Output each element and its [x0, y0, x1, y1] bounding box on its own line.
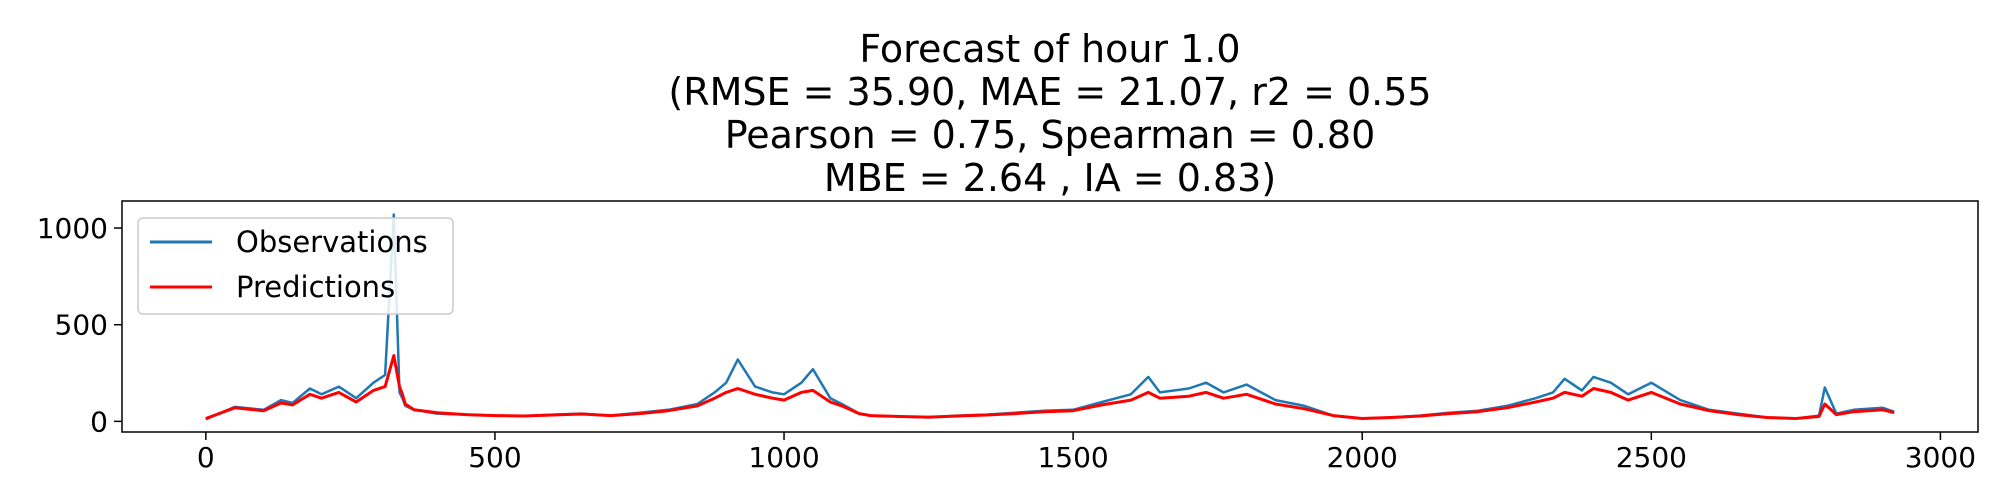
x-tick-label: 500	[468, 441, 521, 474]
y-axis: 0 500 1000	[37, 212, 122, 438]
legend: Observations Predictions	[137, 217, 454, 315]
y-tick-label: 500	[55, 309, 108, 342]
series-line-predictions	[205, 354, 1895, 420]
x-tick-label: 1500	[1037, 441, 1108, 474]
legend-label-predictions: Predictions	[236, 270, 395, 304]
chart-title: Forecast of hour 1.0 (RMSE = 35.90, MAE …	[668, 27, 1431, 200]
y-tick-label: 0	[90, 405, 108, 438]
x-tick-label: 0	[197, 441, 215, 474]
series-line-observations	[205, 213, 1895, 421]
x-tick-label: 2500	[1616, 441, 1687, 474]
legend-box	[137, 217, 454, 315]
plot-area-frame	[121, 200, 1979, 433]
title-line-2: (RMSE = 35.90, MAE = 21.07, r2 = 0.55	[668, 70, 1431, 114]
title-line-1: Forecast of hour 1.0	[859, 27, 1240, 71]
legend-label-observations: Observations	[236, 225, 428, 259]
x-tick-label: 3000	[1905, 441, 1976, 474]
x-tick-label: 2000	[1327, 441, 1398, 474]
x-tick-label: 1000	[748, 441, 819, 474]
series-group	[205, 213, 1895, 421]
title-line-4: MBE = 2.64 , IA = 0.83)	[824, 156, 1276, 200]
title-line-3: Pearson = 0.75, Spearman = 0.80	[725, 113, 1376, 157]
y-tick-label: 1000	[37, 212, 108, 245]
x-axis: 0 500 1000 1500 2000 2500 3000	[197, 432, 1976, 474]
